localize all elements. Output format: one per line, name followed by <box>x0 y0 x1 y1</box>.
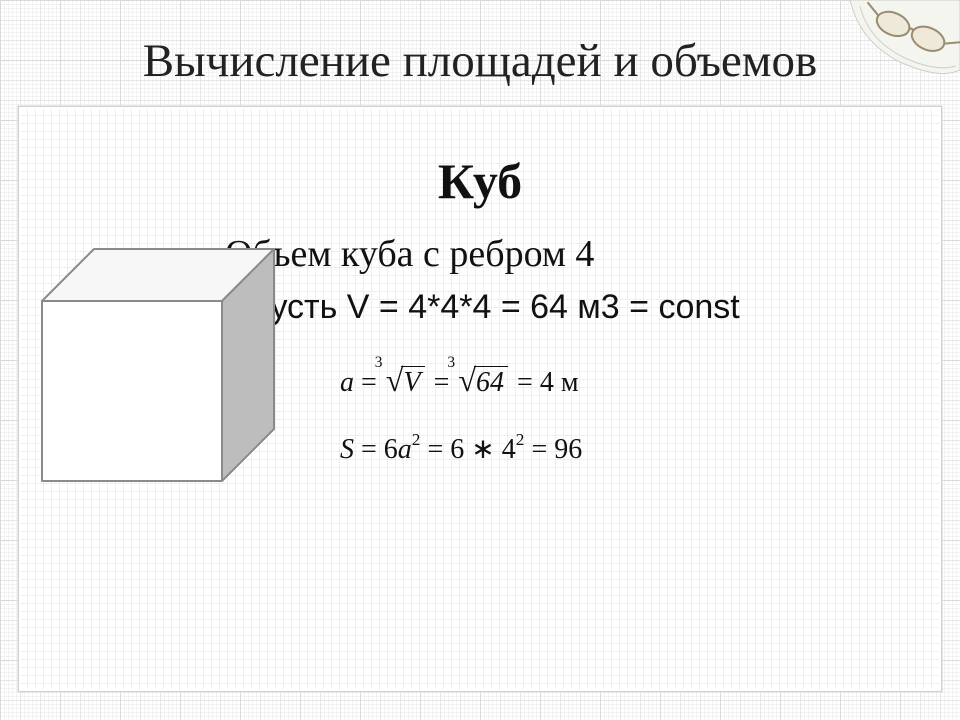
slide: Вычисление площадей и объемов Куб Объем … <box>0 0 960 720</box>
unit-m: м <box>561 367 579 398</box>
sym-a: a <box>340 367 354 398</box>
result-4: 4 <box>540 367 554 398</box>
subtitle-cube: Куб <box>0 152 960 210</box>
coeff-6: 6 <box>384 434 398 465</box>
cube-diagram <box>38 245 288 505</box>
text-let-v-equals: Пусть V = 4*4*4 = 64 м3 = const <box>246 288 740 327</box>
root-index-1: 3 <box>375 354 383 372</box>
page-title: Вычисление площадей и объемов <box>0 34 960 88</box>
pow-2b: 2 <box>516 430 525 449</box>
result-96: 96 <box>554 434 582 465</box>
root-index-2: 3 <box>447 354 455 372</box>
pow-2a: 2 <box>412 430 421 449</box>
formula-surface-area: S = 6a2 = 6 ∗ 42 = 96 <box>340 430 582 466</box>
var-a: a <box>398 434 412 465</box>
six-times-four: 6 ∗ 4 <box>450 434 515 465</box>
radicand-64: 64 <box>474 366 508 398</box>
radicand-v: V <box>401 366 424 398</box>
formula-edge-from-volume: a = 3 √V = 3 √64 = 4 м <box>340 362 579 399</box>
sym-s: S <box>340 434 354 465</box>
